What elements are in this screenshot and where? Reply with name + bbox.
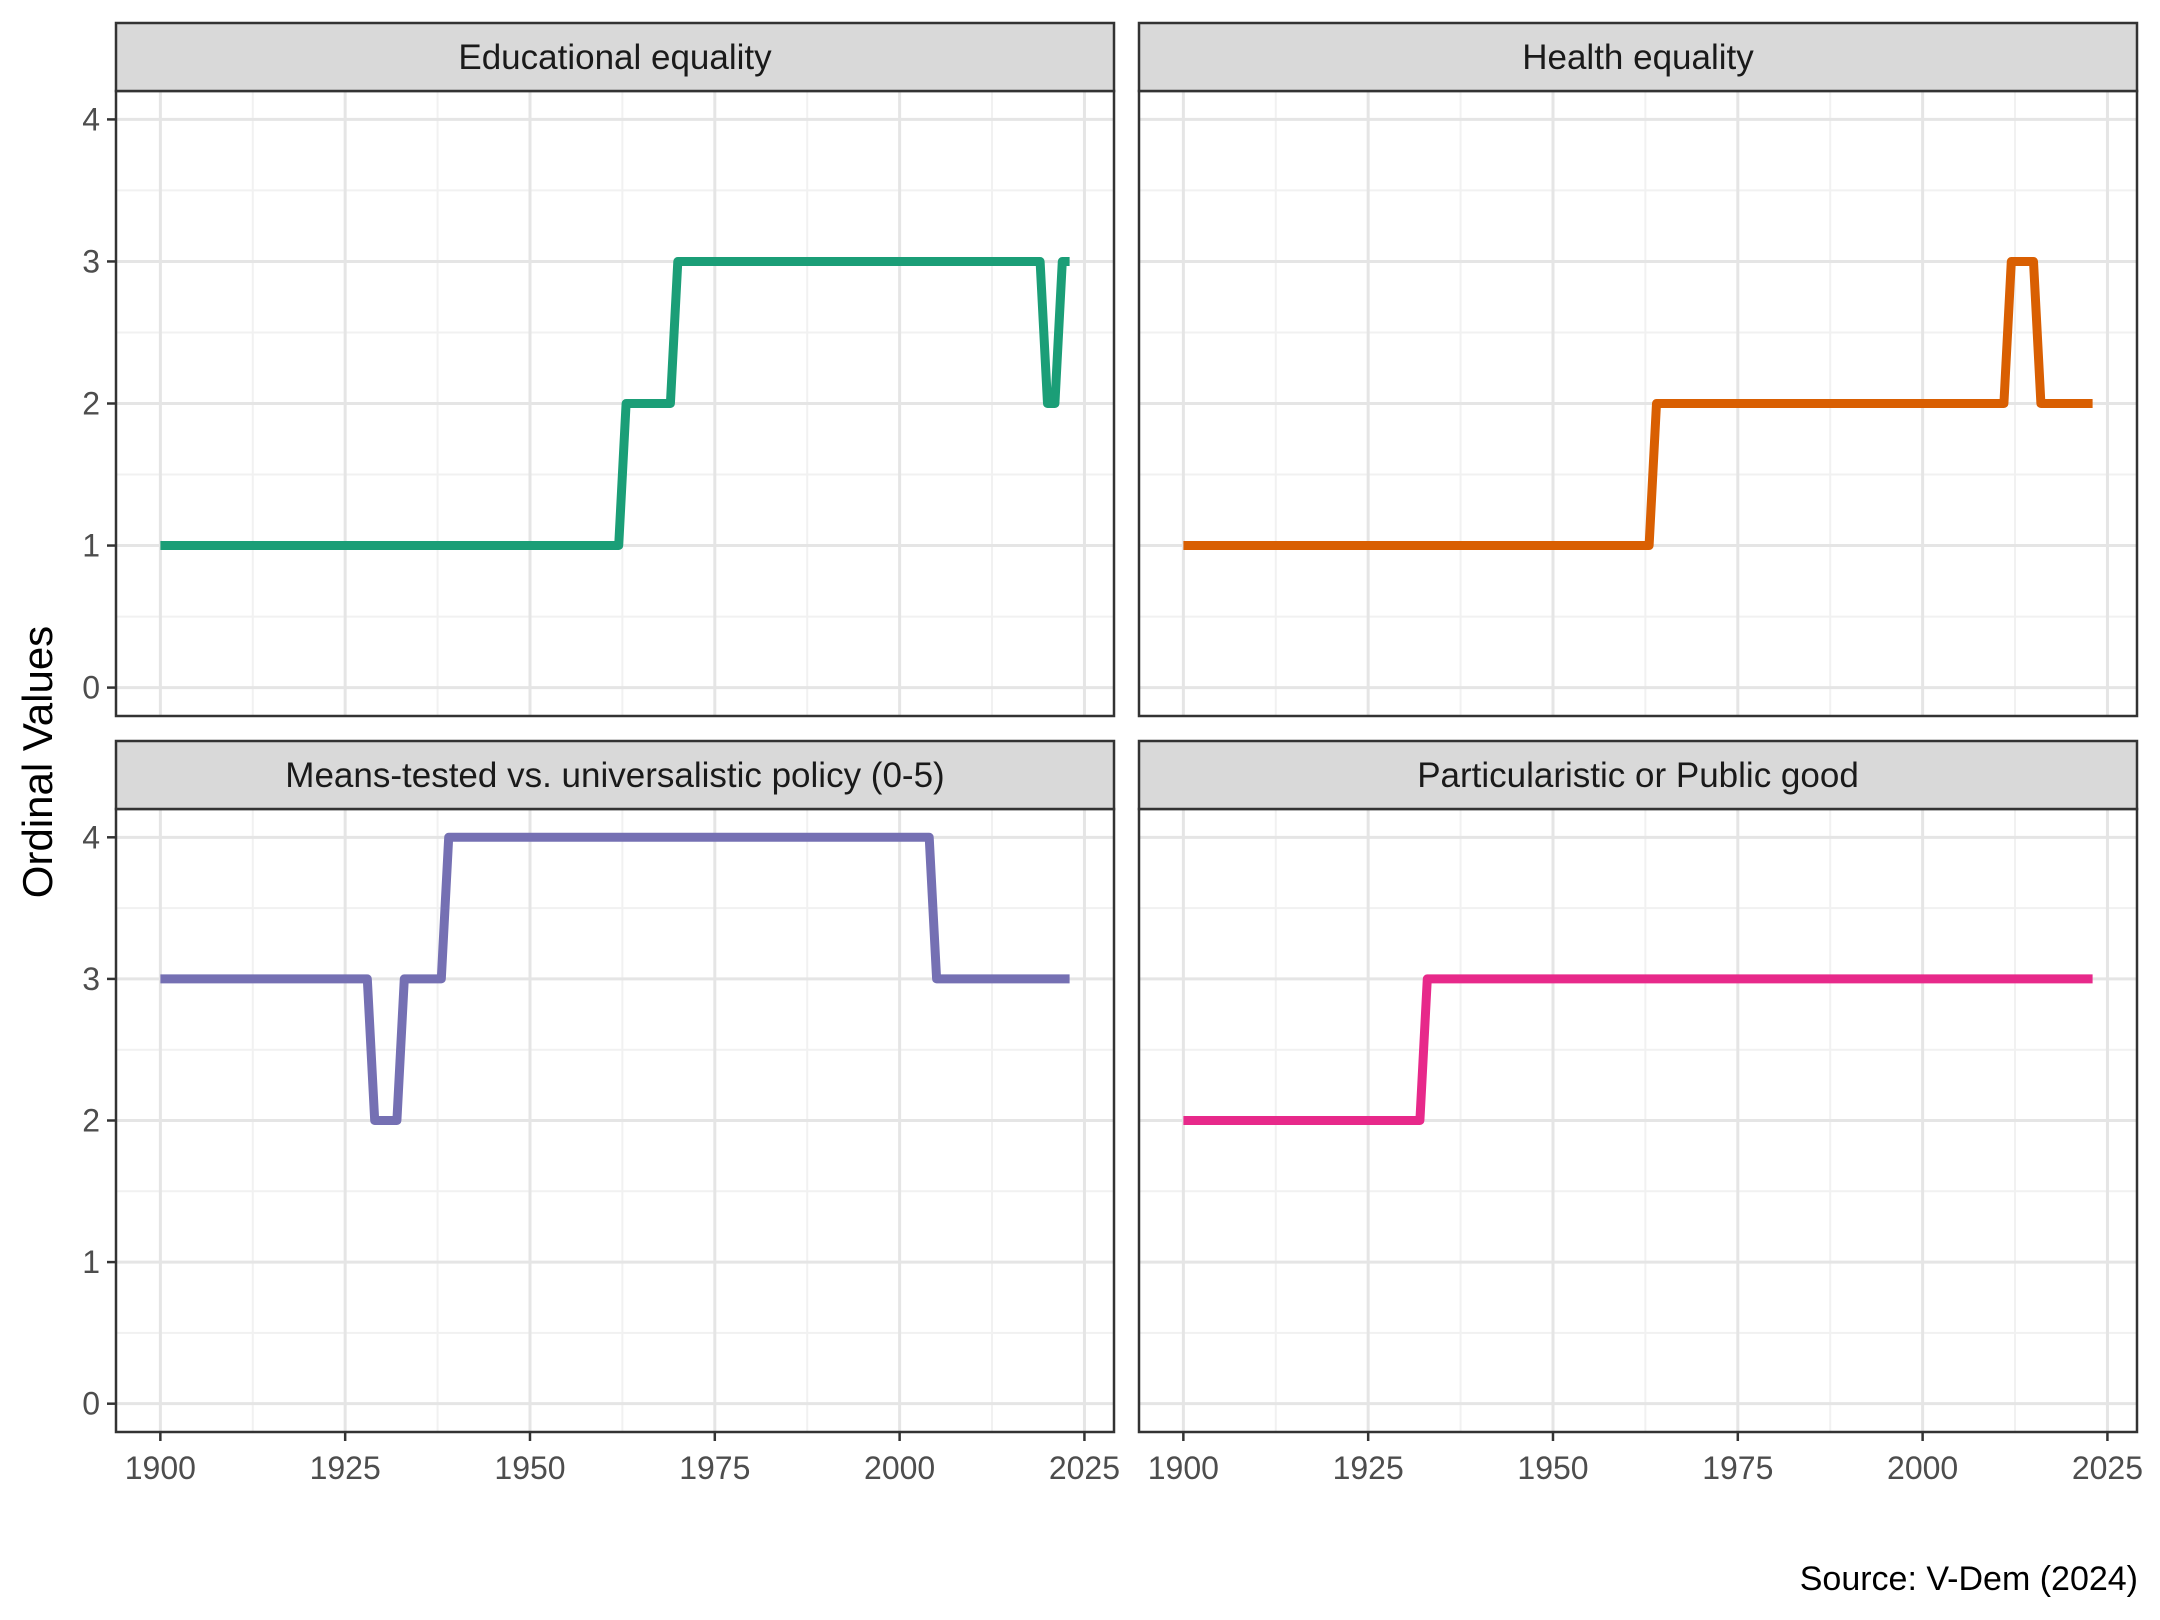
y-tick-label: 2 xyxy=(82,1103,100,1139)
panel-2: Health equality xyxy=(1137,21,2139,718)
y-tick-label: 4 xyxy=(82,819,100,855)
facet-title: Means-tested vs. universalistic policy (… xyxy=(285,756,944,795)
x-tick-label: 1950 xyxy=(1517,1450,1588,1486)
series-line xyxy=(160,832,1070,1125)
y-axis-label: Ordinal Values xyxy=(14,626,61,898)
x-tick-label: 1975 xyxy=(679,1450,750,1486)
source-caption: Source: V-Dem (2024) xyxy=(1800,1560,2138,1598)
facet-strip xyxy=(1137,739,2139,811)
facet-title: Particularistic or Public good xyxy=(1417,756,1859,795)
x-tick-label: 1900 xyxy=(1148,1450,1219,1486)
y-tick-label: 0 xyxy=(82,1386,100,1422)
y-tick-label: 2 xyxy=(82,386,100,422)
y-tick-label: 1 xyxy=(82,1244,100,1280)
facet-title: Educational equality xyxy=(458,38,772,77)
series-line xyxy=(160,257,1070,550)
facet-strip xyxy=(114,21,1116,93)
y-tick-label: 3 xyxy=(82,961,100,997)
x-tick-label: 2000 xyxy=(1887,1450,1958,1486)
facet-strip xyxy=(114,739,1116,811)
y-tick-label: 4 xyxy=(82,101,100,137)
x-tick-label: 1925 xyxy=(1333,1450,1404,1486)
x-tick-label: 1900 xyxy=(125,1450,196,1486)
x-tick-label: 2025 xyxy=(1049,1450,1120,1486)
facet-strip xyxy=(1137,21,2139,93)
panel-3: Means-tested vs. universalistic policy (… xyxy=(82,739,1120,1486)
x-tick-label: 1950 xyxy=(494,1450,565,1486)
facet-title: Health equality xyxy=(1522,38,1754,77)
panel-1: Educational equality 0 1 2 3 4 xyxy=(82,21,1116,718)
series-line xyxy=(1183,974,2093,1125)
panel-4: Particularistic or Public good 1900 1925 19… xyxy=(1137,739,2143,1486)
x-tick-label: 1925 xyxy=(310,1450,381,1486)
x-tick-label: 2025 xyxy=(2072,1450,2143,1486)
y-tick-label: 0 xyxy=(82,670,100,706)
y-tick-label: 3 xyxy=(82,243,100,279)
x-tick-label: 1975 xyxy=(1702,1450,1773,1486)
x-tick-label: 2000 xyxy=(864,1450,935,1486)
series-line xyxy=(1183,257,2093,550)
facet-panels: Educational equality 0 1 2 3 4 Health equality… xyxy=(82,21,2143,1486)
y-tick-label: 1 xyxy=(82,528,100,564)
